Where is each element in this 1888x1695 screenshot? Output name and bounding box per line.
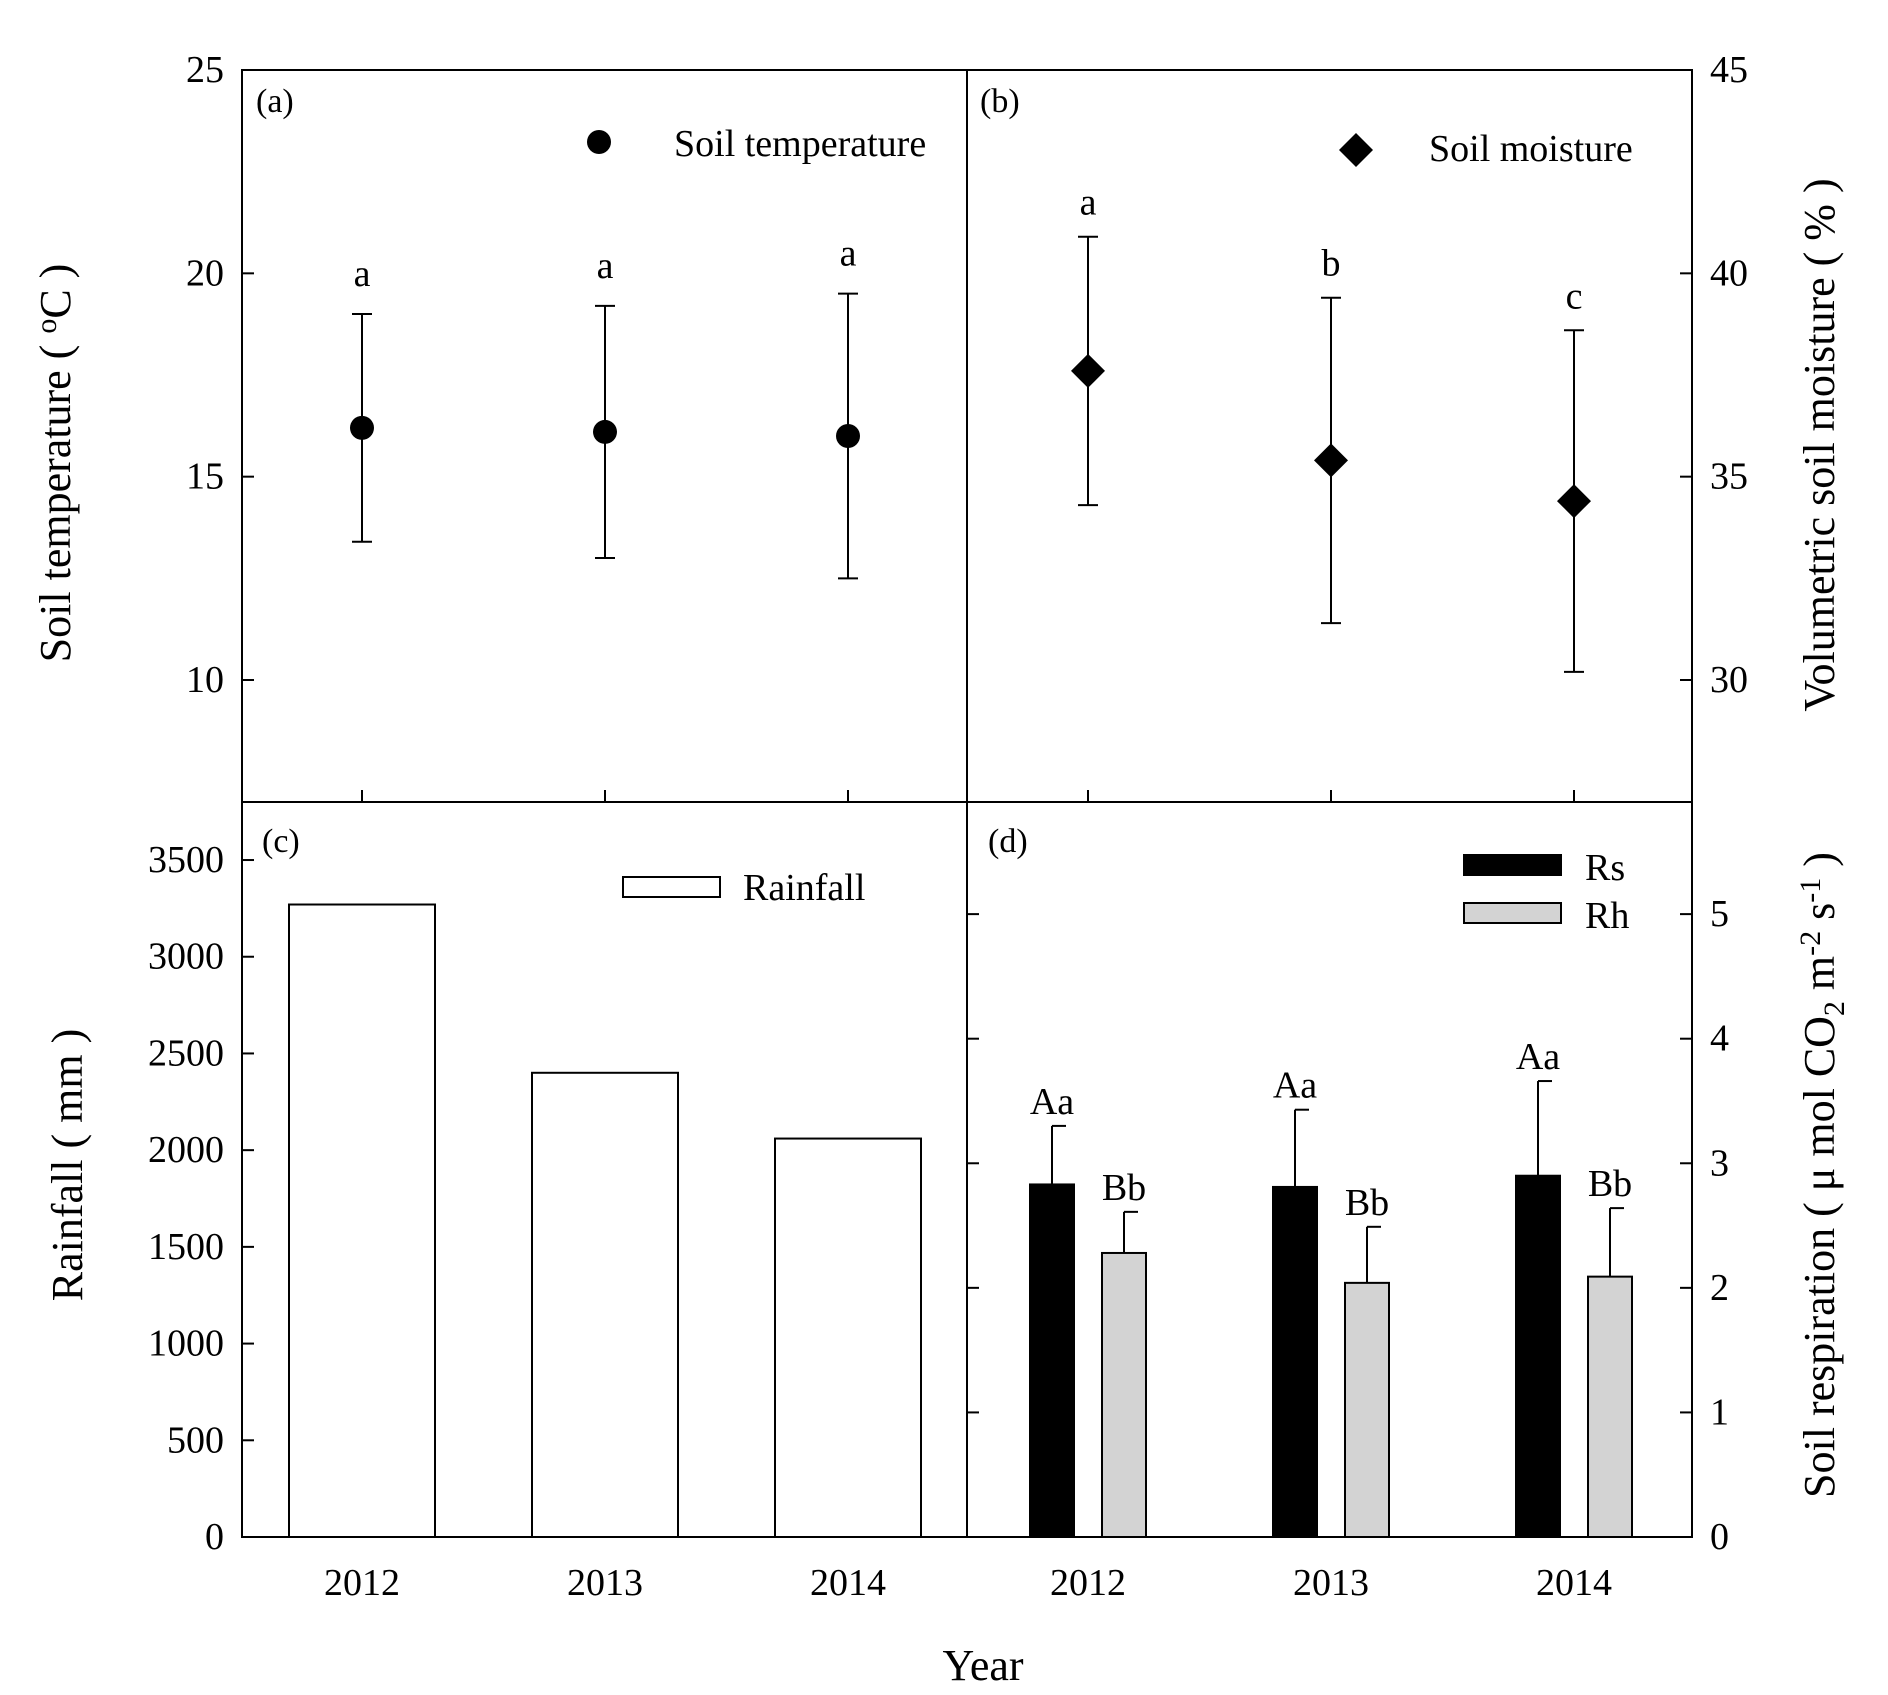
- panel-b: 30 35 40 45 a b c: [1071, 49, 1748, 802]
- ylabel-soil-temperature: Soil temperature ( oC ): [30, 264, 80, 663]
- y-tick-label-a-10: 10: [186, 659, 224, 701]
- legend-diamond-marker: [1339, 133, 1373, 167]
- bar-rainfall-2013: [531, 1071, 679, 1538]
- x-tick-label-d-2013: 2013: [1293, 1562, 1369, 1604]
- panel-c-label: (c): [262, 823, 300, 860]
- y-tick-label-b-40: 40: [1710, 252, 1748, 294]
- letter-rh-2012: Bb: [1102, 1167, 1146, 1209]
- y-tick-label-c-0: 0: [205, 1516, 224, 1558]
- bar-rainfall-2014: [774, 1137, 922, 1538]
- point-a-2012: [350, 415, 374, 440]
- point-b-2012: [1071, 353, 1105, 388]
- point-a-2014: [836, 424, 860, 448]
- bar-rs-2012: [1029, 1183, 1075, 1538]
- legend-rs: Rs: [1585, 847, 1625, 889]
- y-tick-label-b-45: 45: [1710, 49, 1748, 91]
- letter-rh-2013: Bb: [1345, 1182, 1389, 1224]
- letter-a-2014: a: [840, 233, 857, 275]
- y-tick-label-c-3500: 3500: [148, 839, 224, 881]
- x-tick-label-c-2012: 2012: [324, 1562, 400, 1604]
- panel-c: 0 500 1000 1500 2000 2500 3000 3500 2012 2013 2014: [148, 839, 922, 1604]
- y-tick-label-d-1: 1: [1710, 1391, 1729, 1433]
- legend-rs-swatch: [1463, 854, 1562, 876]
- ylabel-soil-respiration: Soil respiration ( μ mol CO2 m-2 s-1 ): [1794, 852, 1851, 1498]
- y-tick-label-d-3: 3: [1710, 1142, 1729, 1184]
- bar-rs-2014: [1515, 1174, 1561, 1538]
- bar-rs-2013: [1272, 1185, 1318, 1538]
- letter-b-2014: c: [1566, 275, 1583, 317]
- x-tick-label-c-2013: 2013: [567, 1562, 643, 1604]
- y-tick-label-a-25: 25: [186, 49, 224, 91]
- panel-d: 0 1 2 3 4 5 Aa Bb 2012 Aa Bb 2013 Aa Bb 2014: [967, 893, 1729, 1604]
- panel-a-label: (a): [256, 83, 294, 120]
- letter-a-2013: a: [597, 245, 614, 287]
- letter-rs-2014: Aa: [1516, 1036, 1560, 1078]
- y-tick-label-c-2500: 2500: [148, 1032, 224, 1074]
- letter-rh-2014: Bb: [1588, 1163, 1632, 1205]
- letter-b-2013: b: [1322, 243, 1341, 285]
- y-tick-label-c-2000: 2000: [148, 1129, 224, 1171]
- x-tick-label-d-2012: 2012: [1050, 1562, 1126, 1604]
- x-tick-label-d-2014: 2014: [1536, 1562, 1612, 1604]
- legend-rh-swatch: [1463, 902, 1562, 924]
- y-tick-label-d-4: 4: [1710, 1018, 1729, 1060]
- letter-b-2012: a: [1080, 182, 1097, 224]
- y-tick-label-d-0: 0: [1710, 1516, 1729, 1558]
- bar-rh-2012: [1101, 1251, 1147, 1538]
- point-a-2013: [593, 419, 617, 444]
- legend-soil-temperature: Soil temperature: [674, 123, 926, 165]
- y-tick-label-b-35: 35: [1710, 456, 1748, 498]
- y-tick-label-d-2: 2: [1710, 1267, 1729, 1309]
- y-tick-label-a-15: 15: [186, 456, 224, 498]
- legend-rainfall-swatch: [622, 876, 721, 898]
- y-tick-label-d-5: 5: [1710, 893, 1729, 935]
- ylabel-rainfall: Rainfall ( mm ): [43, 1029, 92, 1302]
- legend-rainfall: Rainfall: [743, 867, 865, 909]
- letter-rs-2013: Aa: [1273, 1065, 1317, 1107]
- legend-rh: Rh: [1585, 895, 1629, 937]
- bar-rh-2014: [1587, 1275, 1633, 1539]
- legend-circle-marker: [587, 130, 611, 154]
- xlabel-year: Year: [942, 1641, 1023, 1690]
- bar-rainfall-2012: [288, 903, 436, 1538]
- panel-b-label: (b): [980, 83, 1020, 120]
- legend-soil-moisture: Soil moisture: [1429, 128, 1633, 170]
- bar-rh-2013: [1344, 1281, 1390, 1538]
- x-tick-label-c-2014: 2014: [810, 1562, 886, 1604]
- letter-rs-2012: Aa: [1030, 1081, 1074, 1123]
- ylabel-soil-moisture: Volumetric soil moisture ( % ): [1795, 178, 1844, 711]
- y-tick-label-c-1000: 1000: [148, 1323, 224, 1365]
- panel-a: 10 15 20 25 a a a: [186, 49, 860, 802]
- panel-d-label: (d): [988, 823, 1028, 860]
- y-tick-label-c-3000: 3000: [148, 936, 224, 978]
- point-b-2013: [1314, 443, 1348, 478]
- y-tick-label-c-1500: 1500: [148, 1226, 224, 1268]
- y-tick-label-c-500: 500: [167, 1419, 224, 1461]
- letter-a-2012: a: [354, 253, 371, 295]
- y-tick-label-b-30: 30: [1710, 659, 1748, 701]
- y-tick-label-a-20: 20: [186, 252, 224, 294]
- point-b-2014: [1557, 484, 1591, 519]
